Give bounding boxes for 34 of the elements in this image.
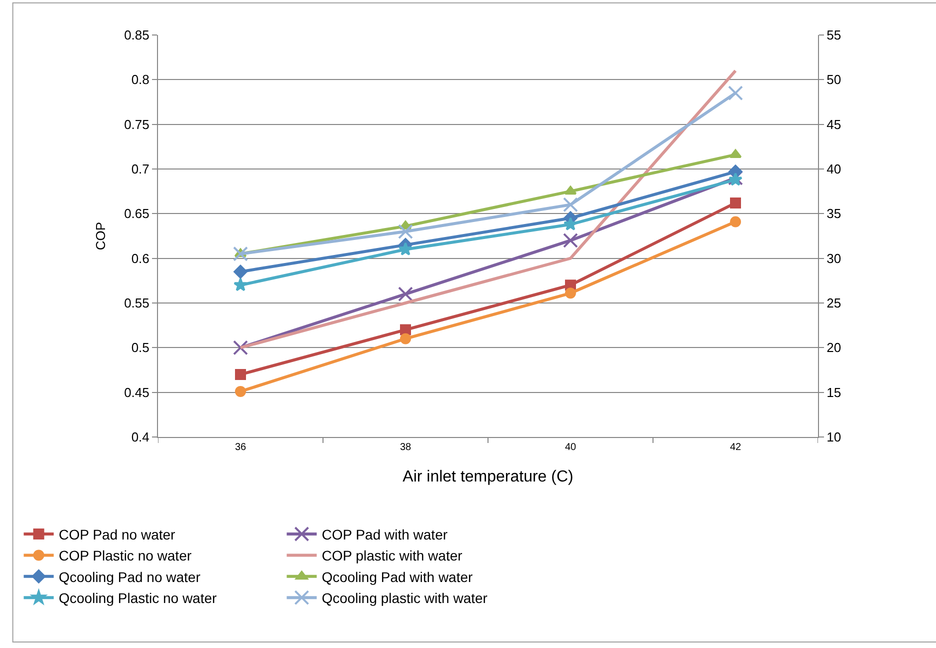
x-tick-label: 42 [730,442,742,453]
y2-tick-label: 50 [826,72,842,88]
legend-label: COP Pad no water [58,526,176,542]
y-axis-title: COP [93,222,108,250]
y-tick-label: 0.5 [131,340,150,356]
y2-tick-label: 55 [826,28,842,43]
legend-label: Qcooling plastic with water [322,590,488,606]
y2-tick-label: 30 [826,250,842,266]
y2-tick-label: 15 [826,384,842,400]
y-tick-label: 0.45 [124,384,150,400]
y2-tick-label: 10 [826,430,842,445]
y2-tick-label: 40 [826,162,842,177]
y2-tick-label: 20 [826,340,842,356]
x-tick-label: 40 [564,442,576,453]
legend-label: COP plastic with water [322,548,463,564]
x-tick-label: 36 [234,442,246,453]
legend-label: Qcooling Pad with water [322,568,474,585]
legend-label: Qcooling Plastic no water [58,590,218,606]
y-tick-label: 0.85 [124,28,150,43]
legend-label: COP Pad with water [322,526,448,542]
y-tick-label: 0.6 [131,250,150,266]
y-tick-label: 0.8 [131,72,150,88]
y2-tick-label: 35 [826,206,842,222]
y-tick-label: 0.65 [124,206,150,222]
y2-tick-label: 25 [826,296,842,311]
y-tick-label: 0.75 [124,116,150,132]
y2-tick-label: 45 [826,116,842,132]
y-tick-label: 0.7 [131,162,150,177]
x-axis-title: Air inlet temperature (C) [402,468,574,486]
legend-label: Qcooling Pad no water [58,568,201,585]
legend-label: COP Plastic no water [58,548,192,564]
y-tick-label: 0.55 [124,296,150,311]
x-tick-label: 38 [400,442,412,453]
y-tick-label: 0.4 [131,430,150,445]
